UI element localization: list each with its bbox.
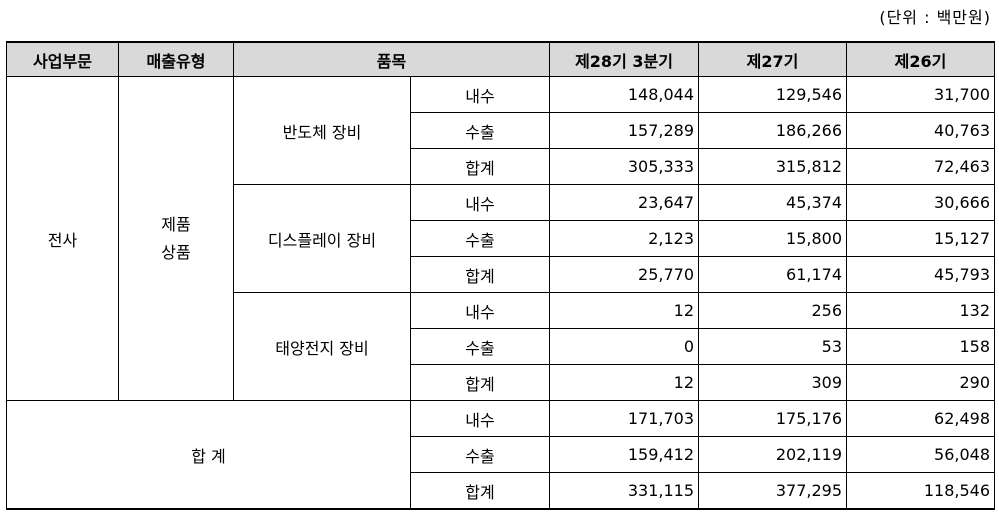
value-cell: 202,119 xyxy=(698,436,848,473)
type-cell: 내수 xyxy=(409,400,551,437)
table-row: 태양전지 장비 내수 12 256 132 xyxy=(7,292,996,401)
value-cell: 290 xyxy=(846,364,996,401)
type-cell: 수출 xyxy=(409,112,551,149)
unit-note: (단위 : 백만원) xyxy=(879,8,991,27)
sales-type-cell: 제품 상품 xyxy=(118,76,234,401)
item-cell: 디스플레이 장비 xyxy=(233,184,411,293)
value-cell: 175,176 xyxy=(698,400,848,437)
value-cell: 30,666 xyxy=(846,184,996,221)
header-division: 사업부문 xyxy=(6,41,119,77)
table-row: 디스플레이 장비 내수 23,647 45,374 30,666 xyxy=(7,184,996,293)
table-row: 합 계 내수 171,703 175,176 62,498 xyxy=(6,400,996,510)
value-cell: 171,703 xyxy=(549,400,700,437)
value-cell: 186,266 xyxy=(698,112,848,149)
value-cell: 12 xyxy=(549,364,700,401)
sales-type-line: 제품 xyxy=(161,214,191,234)
value-cell: 40,763 xyxy=(846,112,996,149)
total-label-cell: 합 계 xyxy=(6,400,411,510)
sales-type-line: 상품 xyxy=(161,242,191,262)
header-period-28q3: 제28기 3분기 xyxy=(549,41,700,77)
value-cell: 305,333 xyxy=(549,148,700,185)
type-cell: 합계 xyxy=(409,472,551,510)
type-cell: 수출 xyxy=(409,436,551,473)
value-cell: 23,647 xyxy=(549,184,700,221)
sales-table: 사업부문 매출유형 품목 제28기 3분기 제27기 제26기 전사 제품 상품… xyxy=(6,41,996,510)
value-cell: 148,044 xyxy=(549,76,700,113)
value-cell: 15,127 xyxy=(846,220,996,257)
type-cell: 수출 xyxy=(409,328,551,365)
value-cell: 158 xyxy=(846,328,996,365)
value-cell: 377,295 xyxy=(698,472,848,510)
value-cell: 61,174 xyxy=(698,256,848,293)
value-cell: 2,123 xyxy=(549,220,700,257)
table-row: 수출 157,289 186,266 40,763 xyxy=(7,112,996,149)
value-cell: 62,498 xyxy=(846,400,996,437)
table-row: 수출 2,123 15,800 15,127 xyxy=(7,220,996,257)
value-cell: 132 xyxy=(846,292,996,329)
value-cell: 15,800 xyxy=(698,220,848,257)
header-period-27: 제27기 xyxy=(698,41,848,77)
value-cell: 256 xyxy=(698,292,848,329)
type-cell: 합계 xyxy=(409,256,551,293)
table-row: 수출 159,412 202,119 56,048 xyxy=(7,436,996,473)
value-cell: 31,700 xyxy=(846,76,996,113)
table-row: 합계 305,333 315,812 72,463 xyxy=(7,148,996,185)
table-row: 합계 25,770 61,174 45,793 xyxy=(7,256,996,293)
table-row: 합계 331,115 377,295 118,546 xyxy=(7,472,996,510)
header-row: 사업부문 매출유형 품목 제28기 3분기 제27기 제26기 xyxy=(6,41,996,77)
value-cell: 118,546 xyxy=(846,472,996,510)
division-cell: 전사 xyxy=(6,76,119,401)
value-cell: 315,812 xyxy=(698,148,848,185)
value-cell: 53 xyxy=(698,328,848,365)
header-period-26: 제26기 xyxy=(846,41,996,77)
value-cell: 45,793 xyxy=(846,256,996,293)
header-item: 품목 xyxy=(232,41,551,77)
type-cell: 합계 xyxy=(409,148,551,185)
value-cell: 309 xyxy=(698,364,848,401)
type-cell: 내수 xyxy=(409,76,551,113)
type-cell: 수출 xyxy=(409,220,551,257)
value-cell: 45,374 xyxy=(698,184,848,221)
value-cell: 331,115 xyxy=(549,472,700,510)
type-cell: 내수 xyxy=(409,184,551,221)
table-row: 수출 0 53 158 xyxy=(7,328,996,365)
header-sales-type: 매출유형 xyxy=(118,41,234,77)
type-cell: 합계 xyxy=(409,364,551,401)
item-cell: 태양전지 장비 xyxy=(233,292,411,401)
value-cell: 129,546 xyxy=(698,76,848,113)
value-cell: 159,412 xyxy=(549,436,700,473)
table-row: 전사 제품 상품 반도체 장비 내수 148,044 129,546 31,70… xyxy=(6,76,996,401)
value-cell: 12 xyxy=(549,292,700,329)
item-cell: 반도체 장비 xyxy=(233,76,411,185)
value-cell: 56,048 xyxy=(846,436,996,473)
value-cell: 0 xyxy=(549,328,700,365)
value-cell: 72,463 xyxy=(846,148,996,185)
value-cell: 25,770 xyxy=(549,256,700,293)
value-cell: 157,289 xyxy=(549,112,700,149)
type-cell: 내수 xyxy=(409,292,551,329)
